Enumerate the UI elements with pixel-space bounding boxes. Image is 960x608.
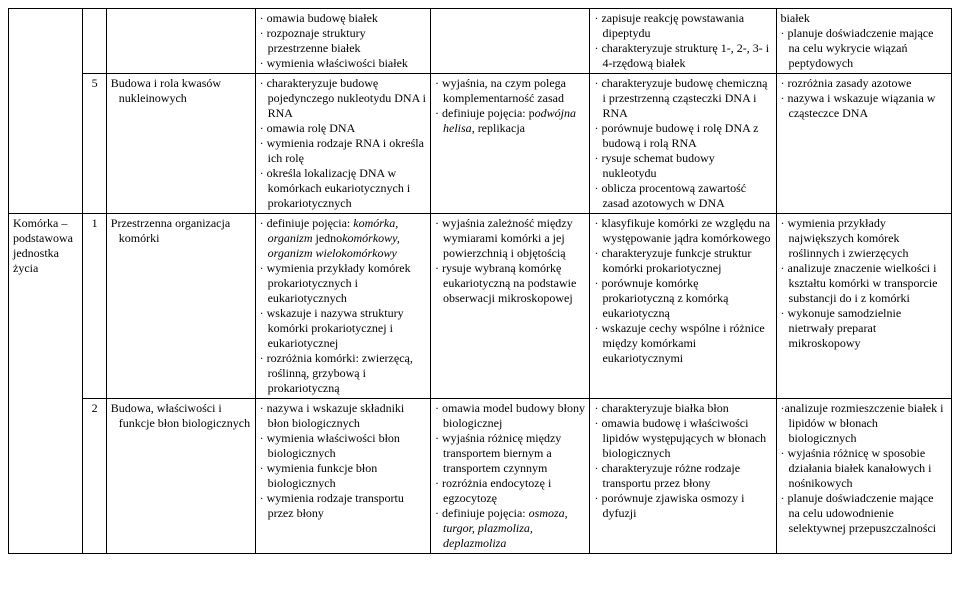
content-cell: · rozróżnia zasady azotowe· nazywa i wsk… — [776, 74, 951, 214]
content-cell: · definiuje pojęcia: komórka, organizm j… — [255, 214, 430, 399]
content-cell: Budowa, właściwości i funkcje błon biolo… — [106, 399, 255, 554]
row-number — [83, 9, 106, 74]
content-cell: ·analizuje rozmieszczenie białek i lipid… — [776, 399, 951, 554]
content-cell: · wyjaśnia, na czym polega komplementarn… — [431, 74, 590, 214]
content-cell: · nazywa i wskazuje składniki błon biolo… — [255, 399, 430, 554]
section-cell — [9, 9, 83, 214]
table-row: 5Budowa i rola kwasów nukleinowych· char… — [9, 74, 952, 214]
content-cell: · zapisuje reakcję powstawania dipeptydu… — [590, 9, 776, 74]
row-number: 1 — [83, 214, 106, 399]
table-row: Komórka – podstawowa jednostka życia1Prz… — [9, 214, 952, 399]
section-cell: Komórka – podstawowa jednostka życia — [9, 214, 83, 554]
content-cell — [106, 9, 255, 74]
content-cell: · charakteryzuje budowę pojedynczego nuk… — [255, 74, 430, 214]
content-cell — [431, 9, 590, 74]
content-cell: · omawia model budowy błony biologicznej… — [431, 399, 590, 554]
content-cell: · charakteryzuje budowę chemiczną i prze… — [590, 74, 776, 214]
content-cell: Budowa i rola kwasów nukleinowych — [106, 74, 255, 214]
content-cell: Przestrzenna organizacja komórki — [106, 214, 255, 399]
content-cell: · klasyfikuje komórki ze względu na wyst… — [590, 214, 776, 399]
row-number: 5 — [83, 74, 106, 214]
table-row: · omawia budowę białek· rozpoznaje struk… — [9, 9, 952, 74]
content-cell: · wyjaśnia zależność między wymiarami ko… — [431, 214, 590, 399]
content-cell: · omawia budowę białek· rozpoznaje struk… — [255, 9, 430, 74]
content-cell: · charakteryzuje białka błon· omawia bud… — [590, 399, 776, 554]
content-cell: · wymienia przykłady największych komóre… — [776, 214, 951, 399]
row-number: 2 — [83, 399, 106, 554]
table-row: 2Budowa, właściwości i funkcje błon biol… — [9, 399, 952, 554]
curriculum-table: · omawia budowę białek· rozpoznaje struk… — [8, 8, 952, 554]
content-cell: białek· planuje doświadczenie mające na … — [776, 9, 951, 74]
